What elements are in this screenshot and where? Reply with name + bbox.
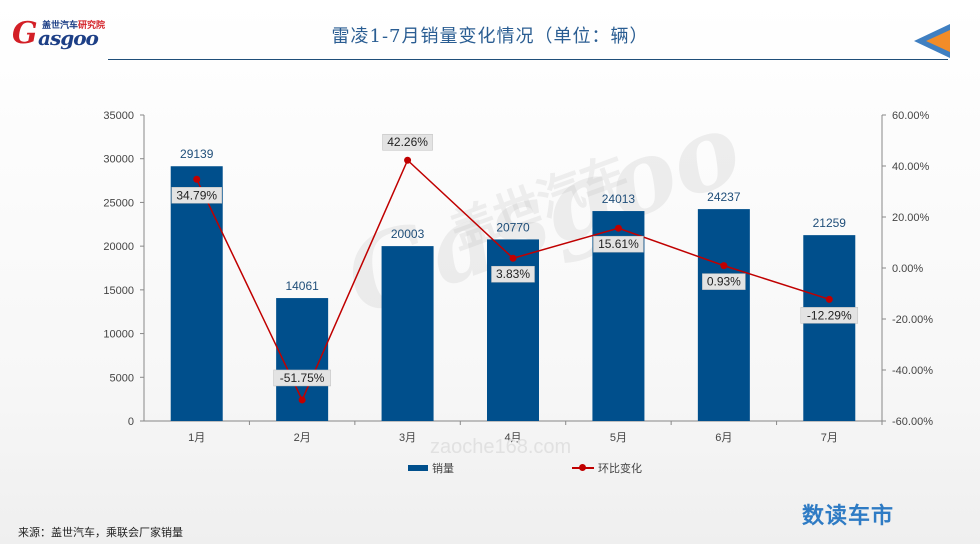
chart-legend: 销量 环比变化 [0, 460, 980, 476]
line-label-box [702, 273, 746, 290]
footer-brand: 数读车市 [802, 504, 895, 529]
line-value-label: 0.93% [707, 275, 741, 289]
right-tick-label: -40.00% [892, 365, 933, 377]
logo-subtitle-accent: 研究院 [78, 21, 106, 31]
logo-text: asgoo [38, 26, 99, 50]
line-point [298, 396, 306, 404]
line-label-box [171, 187, 222, 204]
line-value-label: 42.26% [387, 135, 428, 149]
line-point [193, 175, 201, 183]
right-tick-label: 40.00% [892, 161, 930, 173]
bar-sales [170, 166, 223, 421]
line-label-box [491, 265, 535, 283]
bar-value-label: 20003 [391, 227, 425, 241]
legend-bar-swatch [408, 465, 428, 471]
left-tick-label: 15000 [103, 285, 134, 297]
legend-label-sales: 销量 [432, 462, 454, 475]
line-point [720, 262, 728, 270]
bar-sales [803, 235, 856, 421]
bar-sales [381, 246, 434, 421]
legend-item-mom: 环比变化 [572, 460, 642, 476]
line-value-label: 3.83% [496, 267, 530, 281]
x-tick-label: 3月 [399, 432, 416, 444]
x-tick-label: 6月 [715, 432, 732, 444]
left-tick-label: 5000 [110, 372, 134, 384]
line-label-box [800, 307, 859, 324]
right-tick-label: -60.00% [892, 416, 933, 428]
line-label-box [382, 133, 433, 151]
legend-item-sales: 销量 [408, 460, 454, 476]
logo-letter: G [12, 16, 38, 51]
chart-title: 雷凌1-7月销量变化情况（单位：辆） [331, 26, 649, 47]
line-point [614, 224, 622, 232]
x-tick-label: 7月 [821, 432, 838, 444]
bar-sales [697, 209, 750, 421]
logo-subtitle-main: 盖世汽车 [42, 21, 79, 31]
legend-label-mom: 环比变化 [598, 462, 642, 475]
bar-value-label: 29139 [180, 147, 214, 161]
bar-value-label: 20770 [496, 220, 530, 234]
left-tick-label: 20000 [103, 241, 134, 253]
left-tick-label: 35000 [103, 110, 134, 122]
x-tick-label: 1月 [188, 432, 205, 444]
title-divider [108, 59, 948, 60]
right-tick-label: 0.00% [892, 263, 923, 275]
x-tick-label: 2月 [294, 432, 311, 444]
gasgoo-logo: G asgoo 盖世汽车研究院 [12, 16, 108, 51]
line-point [509, 254, 517, 262]
x-tick-label: 5月 [610, 432, 627, 444]
source-note: 来源：盖世汽车，乘联会厂家销量 [18, 526, 183, 539]
bar-value-label: 24013 [602, 192, 636, 206]
line-point [404, 156, 412, 164]
legend-line-swatch [572, 464, 594, 471]
back-arrow-icon[interactable] [910, 22, 952, 60]
right-tick-label: 20.00% [892, 212, 930, 224]
line-label-box [593, 235, 644, 253]
x-tick-label: 4月 [504, 432, 521, 444]
line-point [825, 295, 833, 303]
left-tick-label: 10000 [103, 329, 134, 341]
left-tick-label: 30000 [103, 154, 134, 166]
line-label-box [273, 369, 331, 387]
line-value-label: -12.29% [807, 308, 852, 322]
logo-subtitle: 盖世汽车研究院 [42, 18, 105, 31]
watermark-url: zaoche168.com [430, 436, 572, 458]
left-tick-label: 25000 [103, 197, 134, 209]
line-value-label: 34.79% [176, 188, 217, 202]
line-value-label: -51.75% [280, 371, 325, 385]
bar-value-label: 24237 [707, 190, 741, 204]
line-value-label: 15.61% [598, 237, 639, 251]
right-tick-label: 60.00% [892, 110, 930, 122]
bar-value-label: 21259 [813, 216, 847, 230]
right-tick-label: -20.00% [892, 314, 933, 326]
bar-value-label: 14061 [285, 279, 319, 293]
left-tick-label: 0 [128, 416, 134, 428]
